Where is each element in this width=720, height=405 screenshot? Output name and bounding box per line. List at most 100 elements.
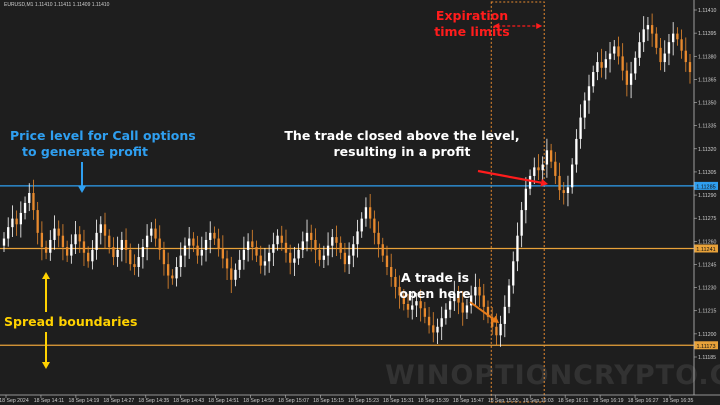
- open-trade-arrow-shaft: [469, 301, 494, 320]
- candle-body: [566, 187, 570, 193]
- candle-body: [680, 39, 683, 51]
- candle: [124, 228, 128, 264]
- candle: [533, 157, 536, 185]
- candle: [61, 224, 65, 261]
- candle: [444, 303, 448, 325]
- candle: [583, 92, 586, 130]
- candle-body: [95, 232, 98, 250]
- candle-body: [171, 275, 174, 279]
- candle: [415, 293, 418, 317]
- candle: [684, 37, 687, 72]
- candle: [373, 210, 376, 245]
- candle: [667, 34, 671, 66]
- level-tag-spread-lower: [694, 341, 718, 350]
- candle: [183, 237, 187, 268]
- candle: [440, 306, 443, 341]
- y-tick-label: 1.11320: [698, 147, 716, 153]
- spread-up-arrow-head: [42, 272, 50, 279]
- watermark: WINOPTIONCRYPTO.COM: [385, 360, 720, 391]
- x-tick-label: 18 Sep 15:23: [348, 398, 379, 404]
- y-tick-label: 1.11275: [698, 216, 716, 222]
- candle-body: [259, 255, 262, 266]
- candle-body: [32, 193, 35, 211]
- candle-body: [70, 244, 73, 256]
- candle-body: [642, 29, 645, 43]
- candle: [238, 250, 241, 278]
- candle: [571, 158, 574, 194]
- candle: [74, 221, 77, 255]
- candle-body: [575, 138, 578, 165]
- candle: [528, 169, 532, 196]
- candle-body: [267, 252, 271, 262]
- candle: [646, 16, 650, 41]
- candle-body: [280, 235, 283, 243]
- candle: [474, 273, 477, 306]
- candle: [95, 219, 98, 260]
- candle-body: [579, 117, 582, 139]
- candle: [116, 236, 119, 267]
- candle: [549, 143, 553, 169]
- x-tick-label: 18 Sep 16:35: [663, 398, 694, 404]
- candle-body: [411, 305, 414, 310]
- candle-body: [381, 244, 384, 256]
- candle: [339, 236, 342, 260]
- candle-body: [364, 207, 368, 219]
- candle-body: [301, 241, 304, 250]
- candle-body: [684, 50, 687, 63]
- candle: [196, 235, 199, 264]
- candle: [322, 245, 326, 268]
- candle: [419, 289, 422, 322]
- y-tick-label: 1.11305: [698, 170, 716, 176]
- candle-body: [587, 86, 591, 101]
- candle: [352, 236, 355, 268]
- candle: [318, 243, 321, 267]
- candle: [368, 193, 372, 229]
- candle: [87, 246, 90, 268]
- candle-body: [87, 252, 90, 262]
- candle: [558, 162, 561, 200]
- candle-body: [339, 242, 342, 253]
- candle: [634, 51, 637, 80]
- candle: [162, 241, 166, 276]
- candle: [537, 154, 540, 181]
- x-tick-label: 18 Sep 16:27: [628, 398, 659, 404]
- candle-body: [234, 269, 237, 280]
- level-label-call: 1.11285: [696, 184, 715, 190]
- candle-body: [310, 232, 313, 240]
- closed-trade-line-2: resulting in a profit: [333, 144, 471, 159]
- candle: [7, 217, 10, 247]
- candle: [469, 285, 473, 314]
- candle: [255, 240, 258, 263]
- candle-body: [65, 247, 69, 256]
- candle: [276, 229, 279, 251]
- candle-body: [667, 42, 671, 54]
- candle: [53, 215, 56, 250]
- y-tick-label: 1.11335: [698, 124, 716, 130]
- candle: [11, 205, 14, 237]
- candle-body: [166, 264, 170, 276]
- candle-body: [217, 238, 220, 249]
- candle-body: [377, 232, 380, 245]
- candle: [478, 278, 481, 307]
- candle-body: [103, 224, 107, 236]
- candle: [659, 38, 662, 71]
- candle-body: [297, 249, 300, 259]
- candle: [310, 224, 313, 252]
- candle-body: [53, 228, 56, 240]
- candle: [503, 295, 506, 338]
- candle-body: [676, 33, 679, 40]
- candle-body: [255, 247, 258, 256]
- y-tick-label: 1.11245: [698, 262, 716, 268]
- candle-body: [629, 73, 633, 85]
- y-tick-label: 1.11215: [698, 309, 716, 315]
- candle-body: [335, 237, 338, 243]
- candle-body: [120, 239, 123, 250]
- candle-body: [390, 267, 393, 277]
- candle-body: [108, 235, 111, 248]
- candle: [600, 48, 603, 78]
- candle-body: [305, 232, 309, 242]
- candle: [343, 242, 347, 273]
- candle: [356, 219, 359, 258]
- call-level-arrow-head: [78, 186, 86, 193]
- candle-body: [385, 255, 389, 267]
